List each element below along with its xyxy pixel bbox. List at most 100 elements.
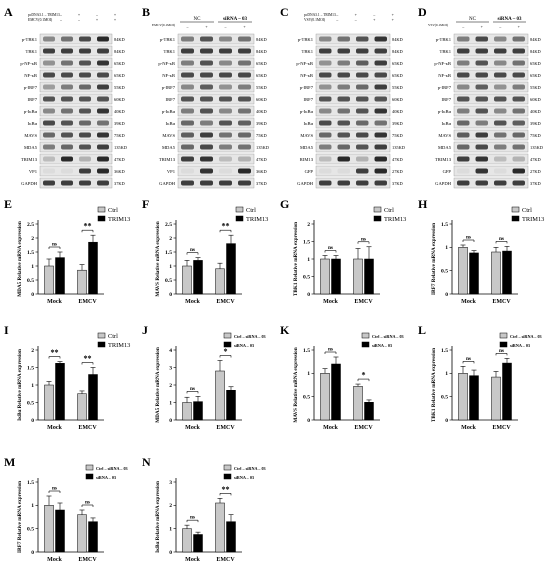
blot-band (181, 60, 194, 66)
significance-label: ns (190, 386, 195, 392)
y-tick-label: 0 (169, 550, 172, 556)
blot-band (61, 96, 73, 102)
blot-band (219, 48, 232, 54)
significance-label: ** (84, 222, 92, 231)
blot-band (319, 120, 332, 126)
blot-band (79, 180, 91, 186)
legend-swatch (85, 473, 94, 480)
x-tick-label: Mock (461, 425, 476, 431)
header-col2: siRNA – 03 (498, 17, 522, 22)
x-tick-label: Mock (461, 299, 476, 305)
blot-band (238, 48, 251, 54)
legend-label: Ctrl (246, 207, 256, 214)
blot-band (200, 132, 213, 138)
blot-band (512, 48, 525, 54)
blot-strip (39, 153, 113, 165)
y-tick-label: 3 (169, 365, 172, 371)
legend-swatch (97, 206, 106, 213)
blot-band (61, 84, 73, 90)
blot-band (43, 108, 55, 114)
significance-label: ** (222, 485, 230, 494)
blot-band (43, 132, 55, 138)
blot-band (200, 72, 213, 78)
blot-band (337, 36, 350, 42)
blot-strip (177, 105, 255, 117)
panel-letter-B: B (142, 5, 150, 19)
blot-band (43, 120, 55, 126)
blot-row-label: GAPDH (159, 181, 176, 186)
blot-band (238, 36, 251, 42)
blot-band (374, 144, 387, 150)
bar-chart-panel-G: G TBK1 Relative mRNA expression 0 0.5 1 1.5 2 M… (278, 196, 412, 325)
blot-band (512, 120, 525, 126)
blot-band (319, 156, 332, 162)
blot-kd-label: 60KD (114, 97, 125, 102)
bar (193, 260, 203, 295)
y-axis-label: TBK1 Relative mRNA expression (293, 222, 299, 296)
blot-band (79, 48, 91, 54)
blot-band (512, 36, 525, 42)
header-sign: – (77, 17, 81, 22)
blot-band (61, 108, 73, 114)
blot-band (238, 60, 251, 66)
significance-label: ns (328, 245, 333, 251)
blot-strip (39, 57, 113, 69)
blot-band (238, 156, 251, 162)
blot-band (374, 48, 387, 54)
blot-band (356, 168, 369, 174)
blot-row-label: p-IRF7 (162, 85, 176, 90)
y-tick-label: 0 (445, 292, 448, 298)
blot-strip (39, 141, 113, 153)
blot-row-label: p-IRF7 (24, 85, 38, 90)
blot-band (97, 180, 109, 186)
blot-kd-label: 40KD (114, 109, 125, 114)
x-tick-label: Mock (185, 425, 200, 431)
blot-kd-label: 39KD (256, 121, 267, 126)
y-tick-label: 2.5 (165, 222, 172, 228)
legend-swatch (223, 341, 232, 348)
blot-band (356, 84, 369, 90)
blot-strip (453, 57, 529, 69)
y-tick-label: 0.5 (165, 278, 172, 284)
y-tick-label: 2.5 (27, 222, 34, 228)
blot-row-label: TBK1 (164, 49, 176, 54)
blot-band (475, 108, 488, 114)
header-sign: + (392, 17, 395, 22)
blot-kd-label: 36KD (256, 169, 267, 174)
blot-kd-label: 39KD (530, 121, 541, 126)
legend-label: siRNA – 03 (510, 343, 530, 348)
blot-band (79, 108, 91, 114)
significance-label: ns (466, 235, 471, 241)
blot-row-label: p-TBK1 (22, 37, 38, 42)
blot-kd-label: 27KD (392, 169, 403, 174)
blot-kd-label: 65KD (392, 73, 403, 78)
blot-kd-label: 39KD (114, 121, 125, 126)
blot-band (494, 120, 507, 126)
blot-kd-label: 135KD (114, 145, 127, 150)
panel-letter-C: C (280, 5, 289, 19)
blot-band (337, 72, 350, 78)
blot-row-label: IRF7 (304, 97, 314, 102)
blot-band (219, 156, 232, 162)
legend-swatch (511, 206, 520, 213)
blot-strip (315, 57, 391, 69)
bar (331, 363, 341, 421)
blot-band (79, 72, 91, 78)
blot-band (319, 168, 332, 174)
blot-row-label: GAPDH (435, 181, 452, 186)
blot-band (356, 60, 369, 66)
x-tick-label: Mock (323, 299, 338, 305)
blot-band (219, 132, 232, 138)
blot-row-label: NF-κB (24, 73, 37, 78)
blot-band (219, 96, 232, 102)
blot-band (79, 168, 91, 174)
blot-band (512, 60, 525, 66)
blot-band (79, 120, 91, 126)
blot-kd-label: 65KD (256, 61, 267, 66)
blot-strip (39, 33, 113, 45)
blot-row-label: GFP (443, 169, 452, 174)
blot-row-label: VP1 (167, 169, 176, 174)
panel-letter-A: A (4, 5, 13, 19)
blot-band (200, 96, 213, 102)
blot-strip (177, 165, 255, 177)
